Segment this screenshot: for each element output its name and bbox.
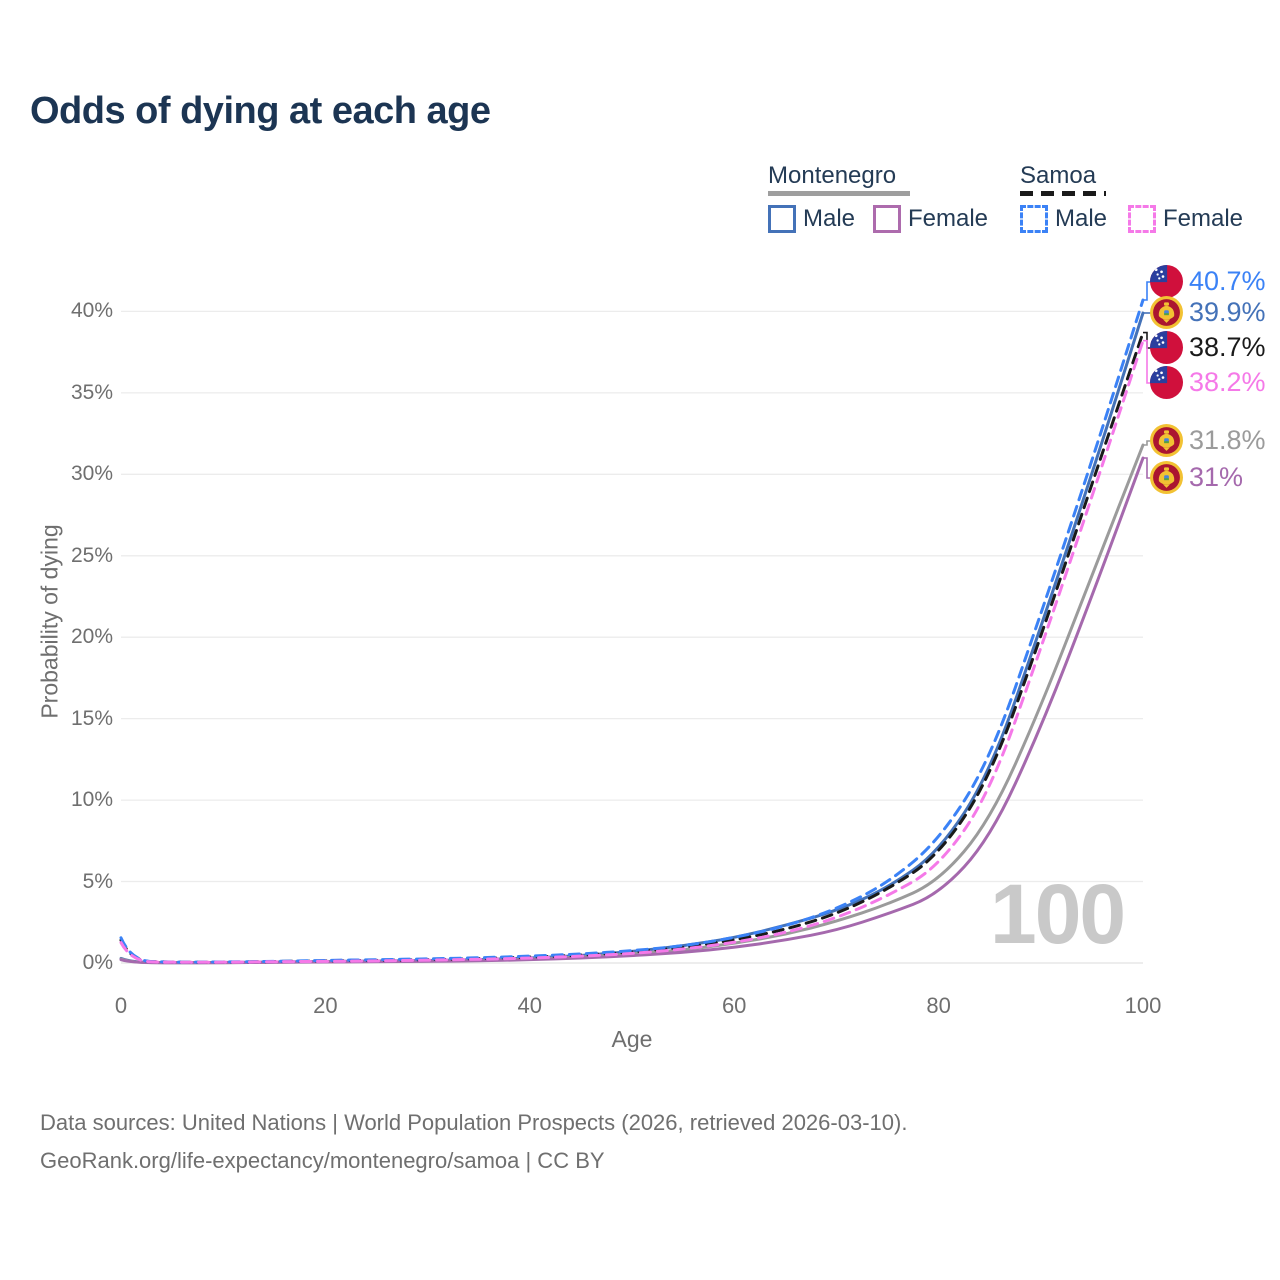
age-counter-watermark: 100 <box>990 867 1126 961</box>
montenegro-flag-icon <box>1150 424 1183 457</box>
end-value-montenegro-male: 39.9% <box>1189 297 1266 327</box>
end-label-row-samoa-male: 40.7% <box>1150 265 1266 298</box>
legend-item-montenegro-male[interactable]: Male <box>768 205 855 233</box>
y-tick-20: 20% <box>70 625 113 649</box>
legend-label-montenegro-female: Female <box>908 205 989 232</box>
end-label-row-samoa-female: 38.2% <box>1150 366 1266 399</box>
y-tick-15: 15% <box>70 706 113 730</box>
y-tick-10: 10% <box>70 788 113 812</box>
end-label-row-montenegro-male: 39.9% <box>1150 296 1266 329</box>
x-tick-60: 60 <box>721 993 747 1018</box>
end-label-row-montenegro-both: 31.8% <box>1150 424 1266 457</box>
x-tick-0: 0 <box>114 993 128 1018</box>
x-axis-title: Age <box>611 1026 653 1052</box>
end-value-samoa-male: 40.7% <box>1189 266 1266 296</box>
y-tick-30: 30% <box>70 462 113 486</box>
legend-swatch-samoa-female <box>1128 205 1156 233</box>
y-tick-5: 5% <box>82 869 113 893</box>
x-tick-80: 80 <box>926 993 951 1018</box>
legend-underline-samoa <box>1020 191 1106 196</box>
legend-item-samoa-male[interactable]: Male <box>1020 205 1107 233</box>
y-tick-40: 40% <box>70 299 113 323</box>
footer-data-sources: Data sources: United Nations | World Pop… <box>40 1110 908 1135</box>
montenegro-flag-icon <box>1150 296 1183 329</box>
x-tick-40: 40 <box>517 993 543 1018</box>
legend-item-samoa-female[interactable]: Female <box>1128 205 1243 233</box>
page-title: Odds of dying at each age <box>30 90 491 132</box>
legend-group-montenegro: Montenegro <box>768 162 897 189</box>
legend-label-samoa-female: Female <box>1163 205 1244 232</box>
end-value-montenegro-both: 31.8% <box>1189 425 1266 455</box>
samoa-flag-icon <box>1150 331 1183 364</box>
end-value-samoa-both: 38.7% <box>1189 332 1266 362</box>
legend-group-samoa: Samoa <box>1020 162 1097 189</box>
y-tick-25: 25% <box>70 543 113 567</box>
end-label-row-montenegro-female: 31% <box>1150 461 1243 494</box>
series-line-samoa-male <box>119 298 1145 964</box>
legend-label-montenegro-male: Male <box>803 205 856 232</box>
end-value-samoa-female: 38.2% <box>1189 367 1266 397</box>
end-value-montenegro-female: 31% <box>1189 462 1244 492</box>
x-tick-20: 20 <box>313 993 338 1018</box>
y-tick-35: 35% <box>70 380 113 404</box>
legend-swatch-samoa-male <box>1020 205 1048 233</box>
legend-swatch-montenegro-female <box>873 205 901 233</box>
end-label-row-samoa-both: 38.7% <box>1150 331 1266 364</box>
x-tick-100: 100 <box>1124 993 1162 1018</box>
legend-item-montenegro-female[interactable]: Female <box>873 205 988 233</box>
samoa-flag-icon <box>1150 366 1183 399</box>
footer-attribution[interactable]: GeoRank.org/life-expectancy/montenegro/s… <box>40 1148 605 1173</box>
legend-label-samoa-male: Male <box>1055 205 1108 232</box>
montenegro-flag-icon <box>1150 461 1183 494</box>
legend-underline-montenegro <box>768 191 910 196</box>
legend-swatch-montenegro-male <box>768 205 796 233</box>
y-tick-0: 0% <box>82 951 113 974</box>
samoa-flag-icon <box>1150 265 1183 298</box>
